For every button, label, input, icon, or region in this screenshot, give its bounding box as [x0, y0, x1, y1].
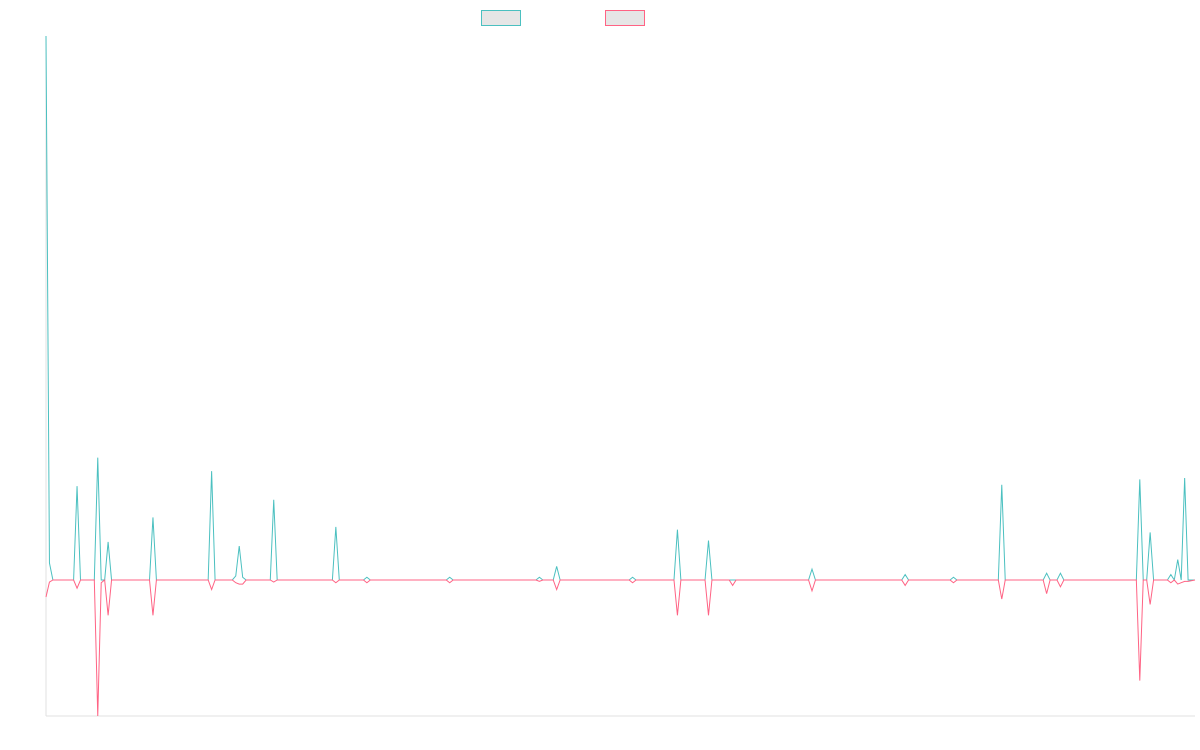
line-series [45, 579, 1196, 717]
line-series [45, 35, 1195, 582]
legend-swatch [605, 10, 645, 26]
legend-swatch [481, 10, 521, 26]
